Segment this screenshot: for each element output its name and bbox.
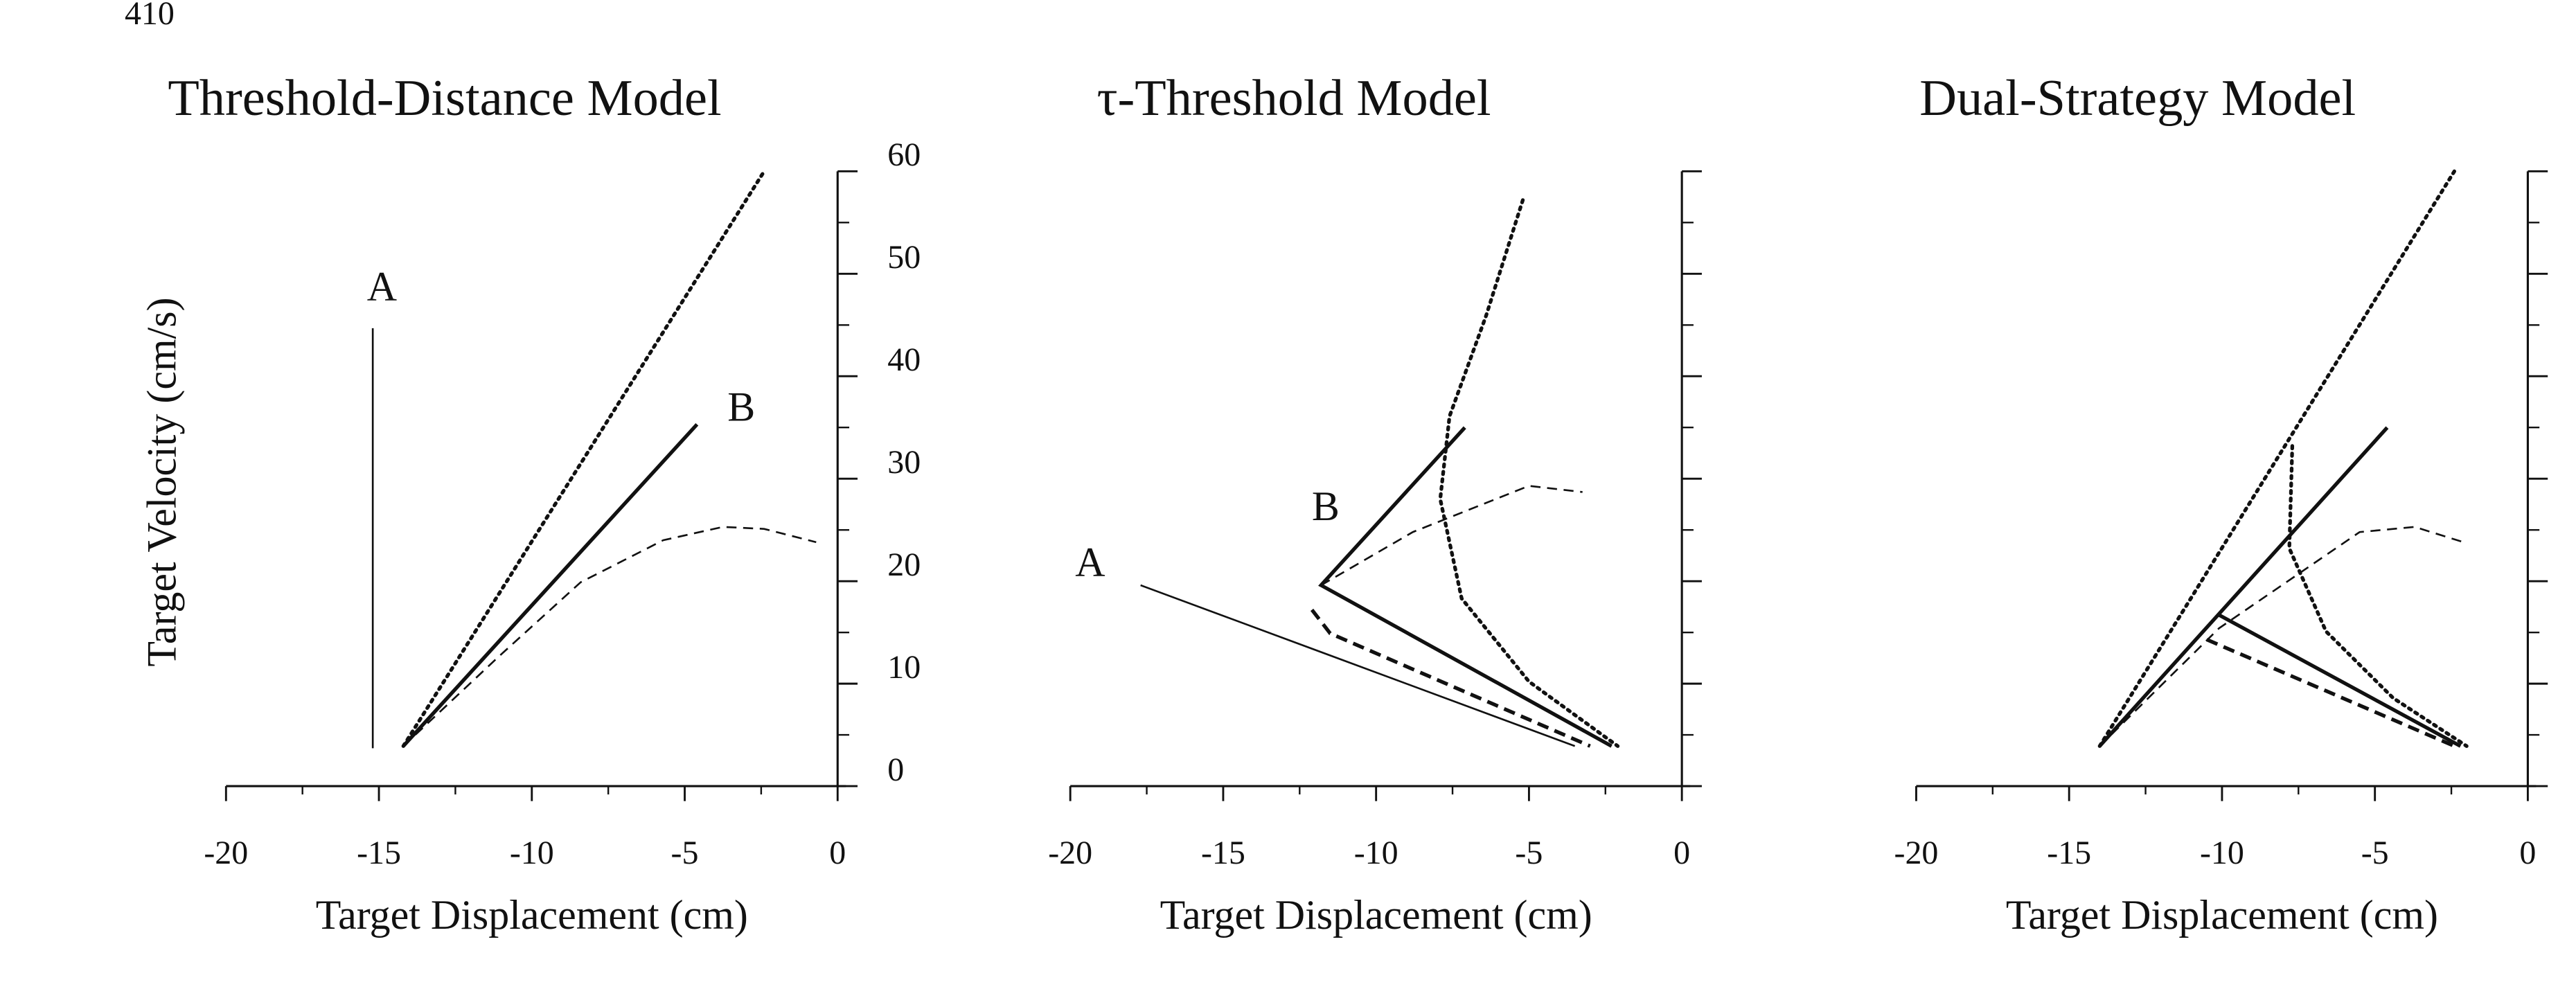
x-tick-label: -15 <box>1201 835 1245 871</box>
x-tick-label: 0 <box>2519 835 2536 871</box>
x-tick-label: -10 <box>2200 835 2244 871</box>
annotation: B <box>727 384 755 429</box>
series-line <box>402 422 699 748</box>
annotation: B <box>1312 483 1340 529</box>
x-tick-label: 0 <box>829 835 846 871</box>
annotation: A <box>1075 540 1105 585</box>
x-tick-label: -5 <box>1515 835 1543 871</box>
series-line <box>2205 638 2455 748</box>
series-line <box>402 526 817 747</box>
x-tick-label: -10 <box>510 835 554 871</box>
series-line <box>1318 426 1613 748</box>
chart-title: Dual-Strategy Model <box>1919 70 2356 127</box>
y-tick-label: 10 <box>887 649 921 686</box>
y-tick-label: 0 <box>887 751 904 788</box>
series-line <box>2218 613 2462 748</box>
x-axis-label: Target Displacement (cm) <box>316 892 748 938</box>
x-axis-label: Target Displacement (cm) <box>2006 892 2438 938</box>
x-tick-label: -15 <box>357 835 401 871</box>
page-number: 410 <box>125 0 175 32</box>
x-tick-label: -5 <box>671 835 699 871</box>
chart-title: τ-Threshold Model <box>1097 70 1491 127</box>
annotation: A <box>367 264 397 310</box>
series-line <box>401 169 766 748</box>
series-line <box>1438 198 1620 748</box>
x-tick-label: -20 <box>204 835 248 871</box>
series-line <box>1140 584 1576 747</box>
series-line <box>2098 426 2389 748</box>
x-axis-label: Target Displacement (cm) <box>1160 892 1592 938</box>
x-tick-label: -5 <box>2361 835 2389 871</box>
series-line <box>1310 608 1591 748</box>
series-line <box>2099 526 2464 747</box>
x-tick-label: -15 <box>2047 835 2091 871</box>
y-tick-label: 40 <box>887 341 921 378</box>
y-tick-label: 60 <box>887 136 921 173</box>
series-line <box>1320 485 1583 587</box>
series-line <box>2287 444 2469 748</box>
x-tick-label: -10 <box>1354 835 1398 871</box>
y-tick-label: 30 <box>887 444 921 481</box>
x-tick-label: -20 <box>1894 835 1938 871</box>
y-axis-label: Target Velocity (cm/s) <box>139 297 185 666</box>
x-tick-label: 0 <box>1673 835 1690 871</box>
y-tick-label: 50 <box>887 239 921 276</box>
y-tick-label: 20 <box>887 546 921 583</box>
chart-title: Threshold-Distance Model <box>168 70 721 127</box>
x-tick-label: -20 <box>1048 835 1092 871</box>
series-line <box>2097 169 2457 748</box>
